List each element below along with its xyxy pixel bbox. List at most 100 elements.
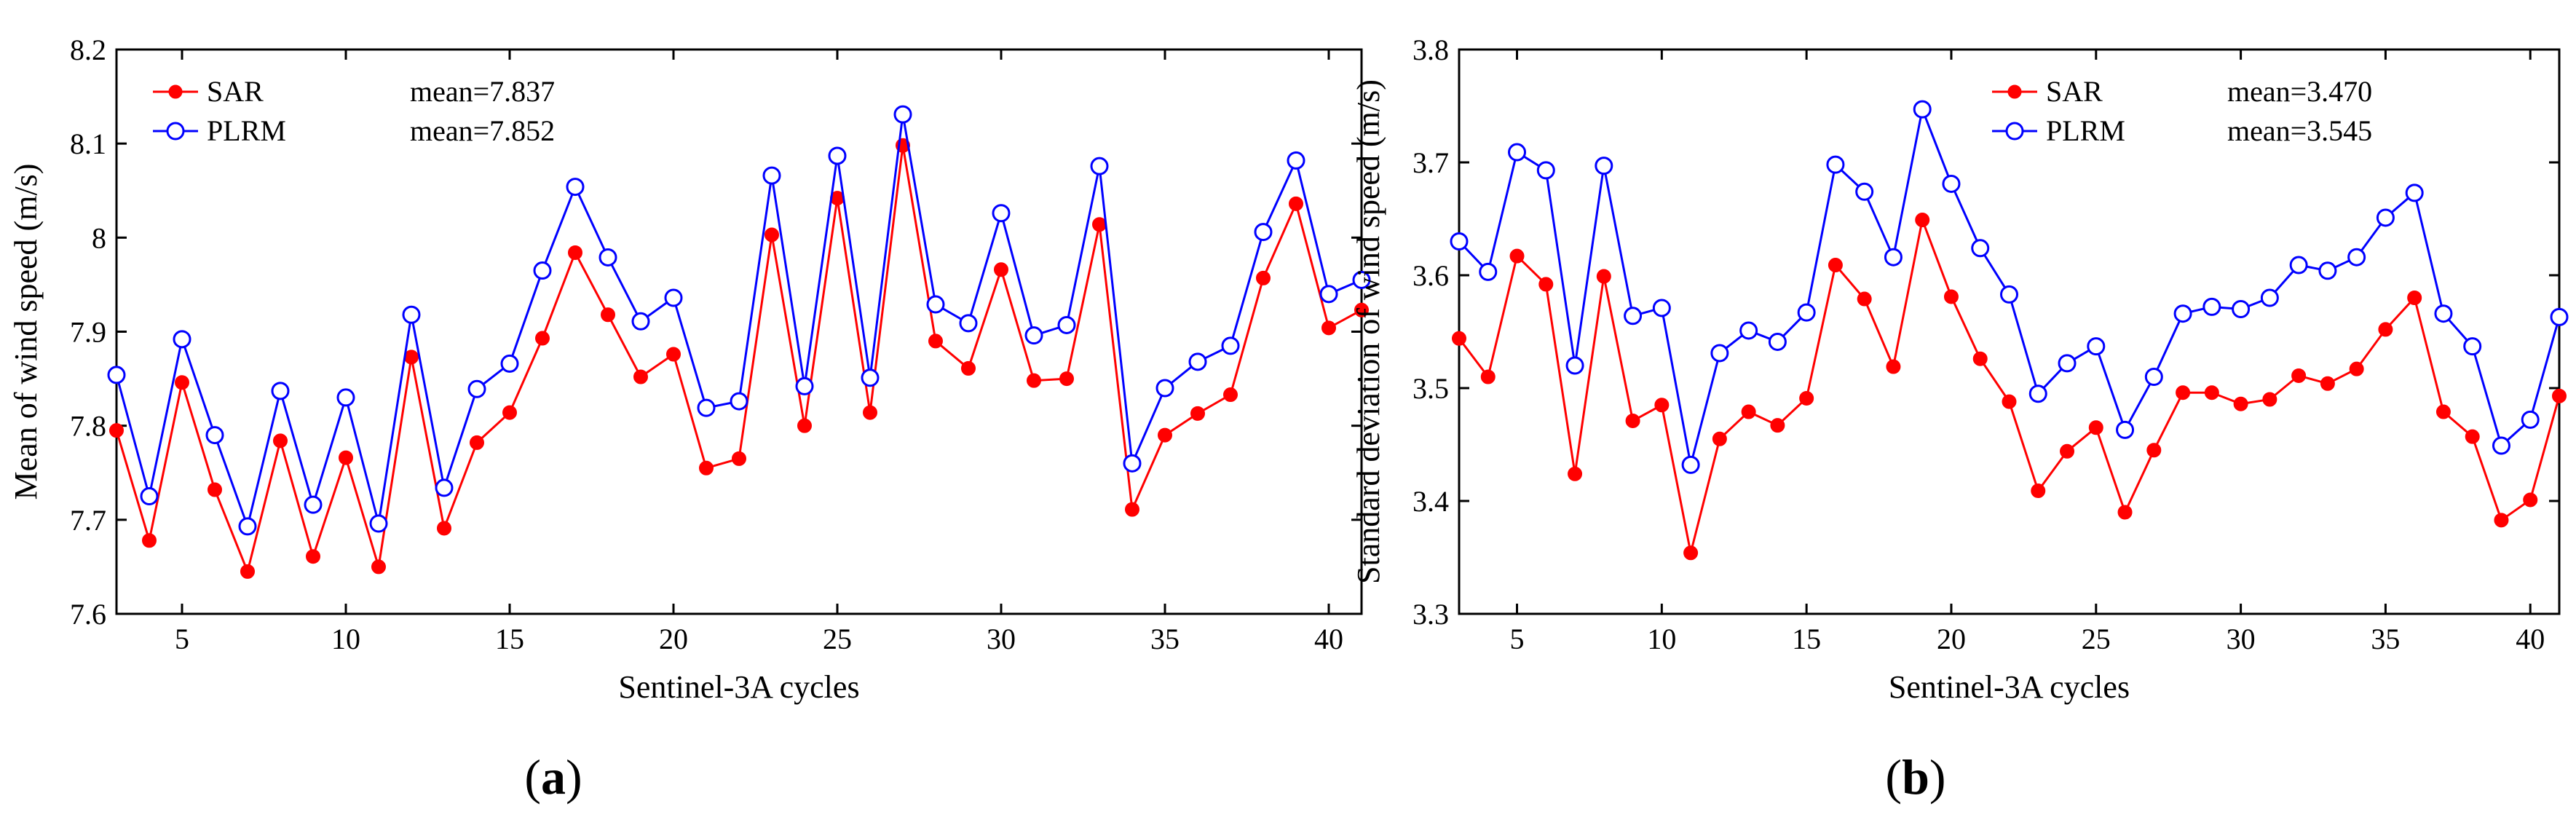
y-tick-label: 7.6 — [70, 598, 106, 631]
y-tick-label: 3.6 — [1413, 259, 1449, 292]
legend-marker-sar — [2007, 84, 2022, 99]
data-point-sar — [2002, 394, 2017, 409]
y-tick-label: 3.4 — [1413, 485, 1449, 518]
data-point-sar — [699, 460, 714, 475]
data-point-plrm — [1123, 454, 1142, 473]
data-point-plrm — [304, 495, 323, 514]
x-tick-label: 30 — [2227, 623, 2256, 655]
x-tick-label: 35 — [1150, 623, 1180, 655]
series-sar — [109, 138, 1369, 579]
data-point-plrm — [1681, 455, 1700, 474]
data-point-plrm — [795, 376, 814, 395]
data-point-plrm — [1565, 356, 1584, 375]
data-point-sar — [2435, 404, 2451, 419]
data-point-sar — [2060, 443, 2075, 459]
data-point-plrm — [500, 354, 519, 373]
data-point-sar — [2204, 385, 2219, 400]
data-point-plrm — [1221, 336, 1240, 355]
data-point-sar — [2233, 396, 2248, 411]
x-tick-label: 20 — [659, 623, 688, 655]
data-point-plrm — [893, 105, 912, 124]
y-tick-label: 8.1 — [70, 127, 106, 160]
data-point-sar — [1256, 270, 1271, 285]
data-point-plrm — [1319, 285, 1338, 304]
data-point-plrm — [664, 288, 683, 307]
data-point-sar — [1092, 217, 1107, 232]
data-point-sar — [2465, 429, 2480, 444]
data-point-sar — [928, 333, 943, 349]
legend-marker-sar — [168, 84, 183, 99]
y-tick-label: 8 — [92, 221, 106, 254]
legend-label-sar: SAR — [2046, 75, 2103, 108]
data-point-plrm — [369, 514, 388, 533]
data-point-sar — [1799, 390, 1814, 406]
x-tick-label: 15 — [495, 623, 524, 655]
data-point-sar — [2088, 420, 2103, 435]
y-tick-label: 3.8 — [1413, 33, 1449, 66]
data-point-plrm — [173, 330, 191, 349]
data-point-sar — [1972, 351, 1988, 366]
data-point-plrm — [271, 382, 290, 400]
data-point-plrm — [402, 305, 421, 324]
data-point-plrm — [2347, 248, 2366, 267]
data-point-sar — [109, 423, 124, 438]
data-point-sar — [961, 360, 976, 376]
data-point-plrm — [1479, 262, 1498, 281]
x-tick-label: 30 — [987, 623, 1016, 655]
data-point-sar — [2176, 385, 2191, 400]
x-axis-label: Sentinel-3A cycles — [618, 669, 859, 705]
plot-frame — [115, 48, 1363, 615]
data-point-sar — [1538, 277, 1554, 292]
data-point-sar — [2291, 368, 2307, 383]
data-point-plrm — [697, 398, 716, 417]
data-point-plrm — [631, 312, 650, 331]
y-tick-label: 7.9 — [70, 316, 106, 349]
data-point-sar — [1568, 466, 1583, 481]
data-point-plrm — [435, 478, 454, 497]
y-axis-label: Mean of wind speed (m/s) — [8, 164, 44, 500]
x-tick-label: 5 — [1510, 623, 1525, 655]
data-point-sar — [2146, 443, 2162, 458]
data-point-sar — [306, 549, 320, 564]
data-point-plrm — [1352, 270, 1371, 289]
data-point-plrm — [1254, 223, 1273, 242]
data-point-sar — [1321, 320, 1336, 336]
data-point-plrm — [1595, 157, 1613, 175]
data-point-sar — [994, 262, 1008, 277]
data-point-sar — [601, 307, 615, 323]
x-tick-label: 25 — [2082, 623, 2111, 655]
data-point-plrm — [959, 314, 978, 333]
data-point-sar — [502, 405, 517, 420]
legend-marker-plrm — [2005, 122, 2024, 141]
x-tick-label: 10 — [331, 623, 360, 655]
data-point-sar — [1654, 398, 1670, 413]
y-tick-label: 3.5 — [1413, 372, 1449, 405]
data-point-plrm — [2492, 436, 2510, 455]
data-point-plrm — [1024, 326, 1043, 345]
data-point-plrm — [1188, 352, 1207, 371]
data-point-sar — [2262, 392, 2277, 407]
data-point-plrm — [1155, 379, 1174, 398]
legend-label-plrm: PLRM — [2046, 114, 2125, 147]
y-tick-label: 3.3 — [1413, 598, 1449, 631]
data-point-sar — [142, 533, 157, 548]
y-tick-label: 8.2 — [70, 33, 106, 66]
data-point-plrm — [1884, 248, 1903, 267]
data-point-plrm — [1287, 151, 1305, 170]
y-axis-label: Standard deviation of wind speed (m/s) — [1351, 79, 1386, 584]
data-point-plrm — [1508, 143, 1527, 162]
x-axis-label: Sentinel-3A cycles — [1889, 669, 2130, 705]
data-point-plrm — [2405, 183, 2424, 202]
data-point-sar — [2552, 388, 2567, 403]
data-point-sar — [1480, 369, 1496, 384]
data-point-sar — [1886, 359, 1901, 374]
data-point-sar — [1596, 269, 1611, 284]
data-point-plrm — [598, 248, 617, 267]
legend-mean-plrm: mean=3.545 — [2227, 114, 2372, 147]
data-point-sar — [764, 227, 779, 242]
data-point-sar — [1683, 545, 1699, 561]
data-point-sar — [2031, 483, 2046, 499]
data-point-plrm — [467, 379, 486, 398]
chart-panel-b: 5 10 15 20 25 30 35 40 3.3 3.4 3.5 3.6 3.7 3.8 Sentine… — [1351, 33, 2569, 805]
